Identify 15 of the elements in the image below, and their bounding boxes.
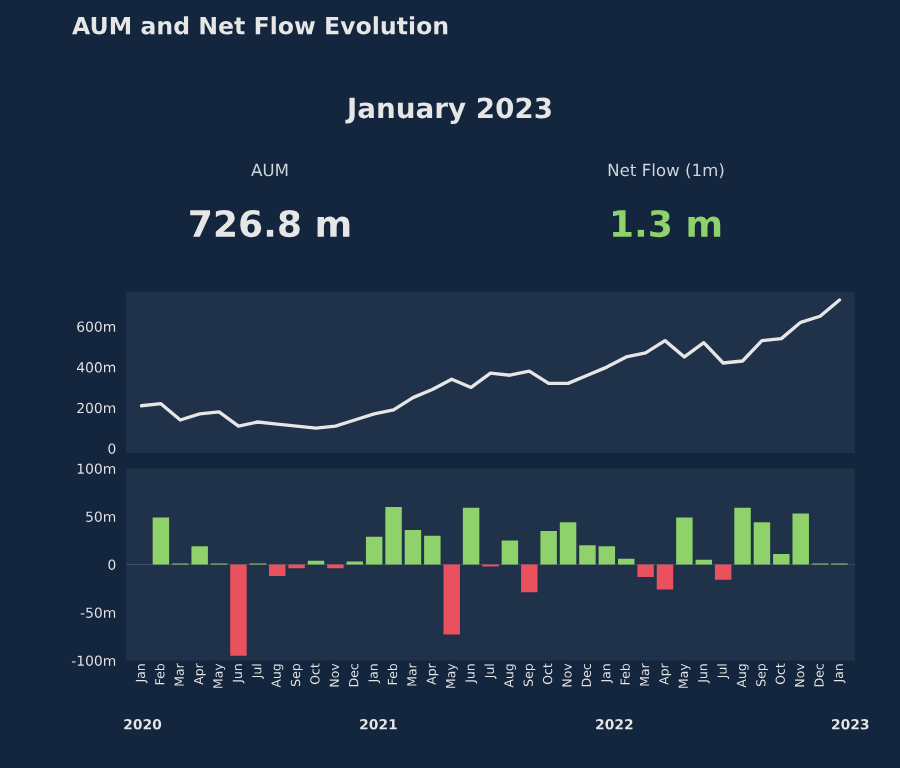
text: 1.3 m — [612, 209, 721, 238]
text: AUM — [251, 163, 288, 177]
text: 726.8 m — [190, 209, 350, 238]
text: Net Flow (1m) — [608, 163, 724, 179]
bar — [152, 517, 170, 565]
bar — [462, 507, 480, 565]
bar — [501, 540, 519, 565]
bar — [191, 546, 208, 565]
bar — [230, 564, 247, 656]
bar — [443, 564, 460, 635]
bar — [521, 564, 538, 593]
bar — [714, 564, 732, 580]
text: AUM and Net Flow Evolution — [72, 16, 448, 35]
text: January 2023 — [345, 97, 551, 125]
line-series — [139, 298, 842, 430]
